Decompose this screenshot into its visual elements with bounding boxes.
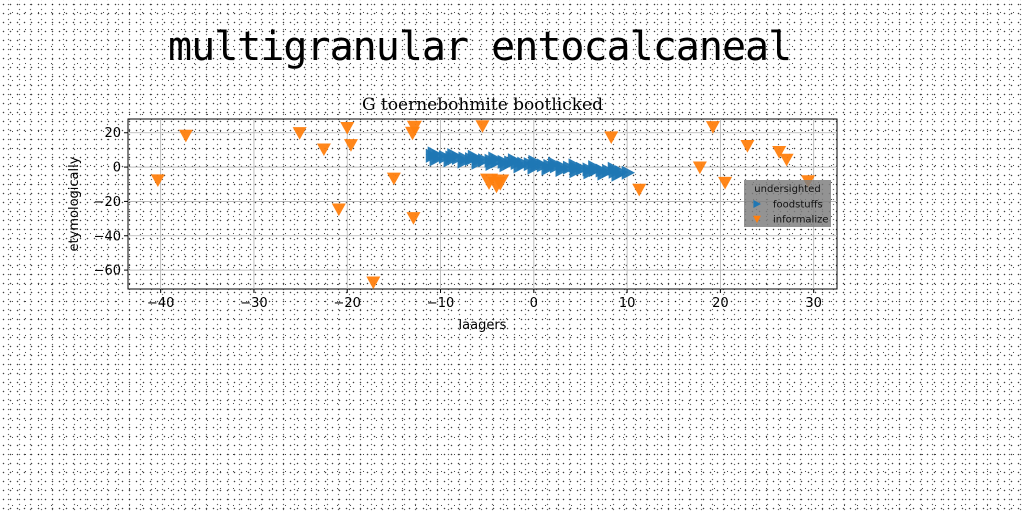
point-informalize [340, 121, 355, 135]
point-foodstuffs [513, 159, 527, 174]
point-informalize [705, 121, 720, 134]
point-informalize [386, 172, 401, 186]
point-informalize [331, 203, 346, 217]
y-tick-label: −40 [94, 229, 121, 244]
x-tick-label: −40 [147, 296, 174, 311]
point-informalize [292, 127, 307, 140]
legend-marker-informalize [753, 215, 761, 223]
y-tick-label: −20 [94, 195, 121, 210]
legend-marker-foodstuffs [753, 200, 761, 208]
x-tick-label: 20 [712, 296, 729, 311]
point-informalize [740, 140, 755, 153]
page-title: multigranular entocalcaneal [168, 24, 792, 70]
point-foodstuffs [621, 165, 636, 180]
point-informalize [772, 146, 787, 159]
x-tick-label: 0 [530, 296, 538, 311]
x-tick-label: 30 [805, 296, 822, 311]
axis-ticks: −40 −30 −20 −10 0 10 20 30 −60 −40 −20 0 20 [94, 126, 822, 311]
point-informalize [406, 120, 422, 135]
point-foodstuffs [467, 149, 482, 164]
point-foodstuffs [555, 163, 569, 177]
point-informalize [178, 129, 193, 143]
point-informalize [150, 174, 165, 187]
point-informalize [366, 276, 381, 290]
point-informalize [491, 174, 510, 191]
x-axis-label: laagers [459, 318, 507, 333]
chart-title: G toernebohmite bootlicked [362, 95, 603, 115]
y-axis-label: etymologically [67, 156, 82, 251]
y-tick-label: 0 [113, 161, 121, 176]
y-tick-label: 20 [104, 126, 121, 141]
point-informalize [406, 212, 421, 225]
point-foodstuffs [507, 153, 522, 168]
x-tick-label: 10 [619, 296, 636, 311]
point-informalize [632, 183, 647, 197]
legend-items: foodstuffs informalize [753, 200, 829, 226]
point-foodstuffs [607, 161, 622, 176]
x-tick-label: −20 [334, 296, 361, 311]
legend-label-foodstuffs: foodstuffs [773, 200, 823, 211]
point-informalize [475, 120, 490, 133]
y-tick-label: −60 [94, 264, 121, 279]
point-foodstuffs [488, 151, 502, 166]
legend: undersighted foodstuffs informalize [744, 180, 831, 227]
legend-title: undersighted [754, 184, 820, 195]
point-foodstuffs [568, 158, 582, 173]
point-foodstuffs [499, 158, 513, 173]
point-foodstuffs [447, 148, 461, 163]
point-informalize [779, 153, 794, 167]
point-informalize [316, 143, 331, 157]
point-informalize [343, 139, 358, 152]
point-foodstuffs [427, 146, 441, 161]
point-informalize [692, 161, 707, 175]
legend-label-informalize: informalize [773, 215, 829, 226]
x-tick-label: −10 [427, 296, 454, 311]
point-foodstuffs [528, 154, 542, 169]
point-informalize [604, 131, 619, 145]
data-points [150, 120, 816, 290]
x-tick-label: −30 [240, 296, 267, 311]
plot-area [127, 118, 838, 290]
grid-lines [128, 119, 837, 289]
point-foodstuffs [457, 154, 471, 169]
point-foodstuffs [588, 160, 602, 175]
point-foodstuffs [548, 156, 562, 171]
point-foodstuffs [597, 166, 611, 181]
point-informalize [718, 176, 733, 190]
